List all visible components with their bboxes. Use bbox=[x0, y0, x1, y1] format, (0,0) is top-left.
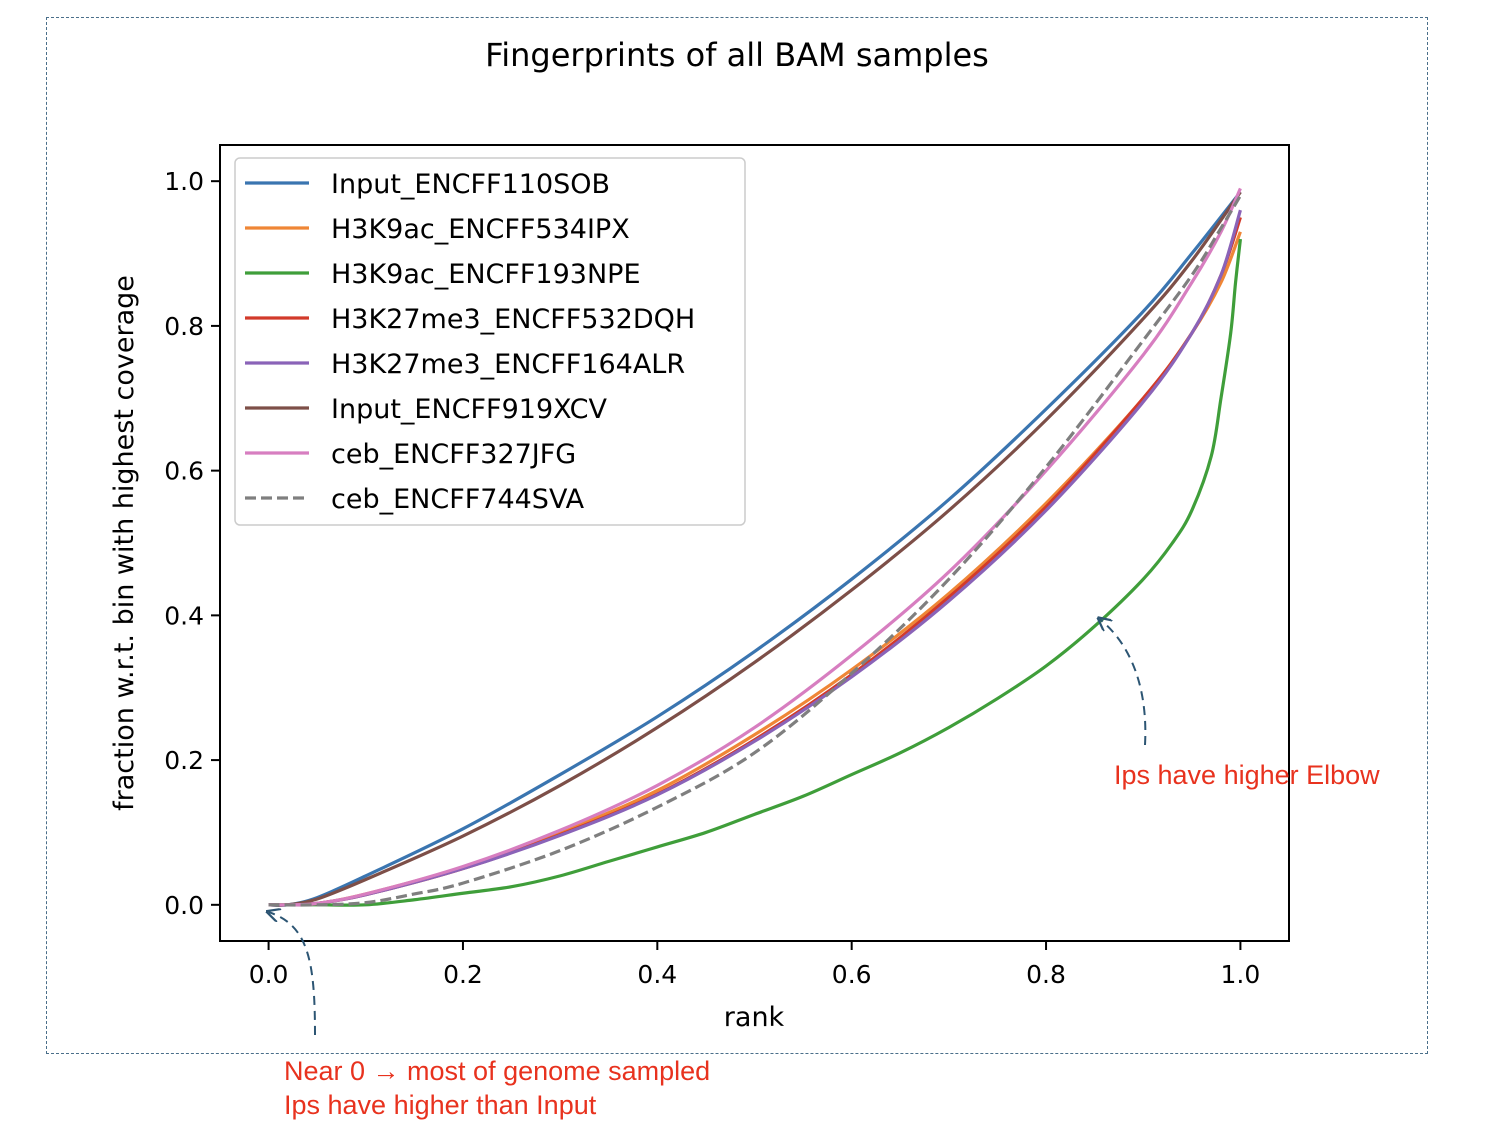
elbow-annotation: Ips have higher Elbow bbox=[1114, 758, 1380, 792]
series-line-ceb-encff744sva bbox=[268, 194, 1242, 907]
legend-label: ceb_ENCFF744SVA bbox=[331, 484, 585, 515]
origin-annotation-line-2: Ips have higher than Input bbox=[284, 1090, 597, 1120]
y-tick-label: 0.8 bbox=[164, 312, 204, 341]
series-line-input-encff919xcv bbox=[268, 191, 1242, 907]
y-tick-label: 0.2 bbox=[164, 746, 204, 775]
series-line-ceb-encff327jfg bbox=[268, 187, 1242, 907]
x-tick-label: 0.2 bbox=[443, 960, 483, 989]
legend-label: ceb_ENCFF327JFG bbox=[331, 439, 576, 470]
elbow-annotation-line: Ips have higher Elbow bbox=[1114, 760, 1380, 790]
y-tick-label: 0.6 bbox=[164, 457, 204, 486]
figure-border bbox=[46, 17, 1428, 1054]
elbow-annotation-arrow bbox=[1100, 619, 1147, 746]
y-axis-label: fraction w.r.t. bin with highest coverag… bbox=[109, 275, 140, 811]
x-tick-label: 1.0 bbox=[1221, 960, 1261, 989]
plot-area-frame bbox=[219, 144, 1290, 942]
x-tick-label: 0.0 bbox=[249, 960, 289, 989]
origin-annotation-arrow bbox=[269, 912, 316, 1036]
x-tick-label: 0.6 bbox=[832, 960, 872, 989]
x-tick-label: 0.4 bbox=[637, 960, 677, 989]
legend-label: Input_ENCFF110SOB bbox=[331, 169, 610, 200]
legend-label: Input_ENCFF919XCV bbox=[331, 394, 608, 425]
y-tick-label: 0.0 bbox=[164, 891, 204, 920]
series-line-input-encff110sob bbox=[268, 191, 1242, 907]
y-tick-label: 1.0 bbox=[164, 167, 204, 196]
origin-annotation-line-1: Near 0 → most of genome sampled bbox=[284, 1056, 711, 1086]
legend-label: H3K27me3_ENCFF532DQH bbox=[331, 304, 695, 335]
legend-label: H3K27me3_ENCFF164ALR bbox=[331, 349, 685, 380]
legend: Input_ENCFF110SOB H3K9ac_ENCFF534IPX H3K9a… bbox=[234, 157, 746, 526]
chart-title: Fingerprints of all BAM samples bbox=[485, 36, 989, 74]
x-tick-label: 0.8 bbox=[1026, 960, 1066, 989]
legend-label: H3K9ac_ENCFF193NPE bbox=[331, 259, 641, 290]
origin-annotation: Near 0 → most of genome sampled Ips have… bbox=[284, 1054, 710, 1122]
y-tick-label: 0.4 bbox=[164, 601, 204, 630]
legend-box bbox=[234, 157, 746, 526]
series-line-h3k9ac-encff193npe bbox=[268, 238, 1243, 907]
legend-label: H3K9ac_ENCFF534IPX bbox=[331, 214, 630, 245]
x-axis-label: rank bbox=[724, 1002, 785, 1033]
